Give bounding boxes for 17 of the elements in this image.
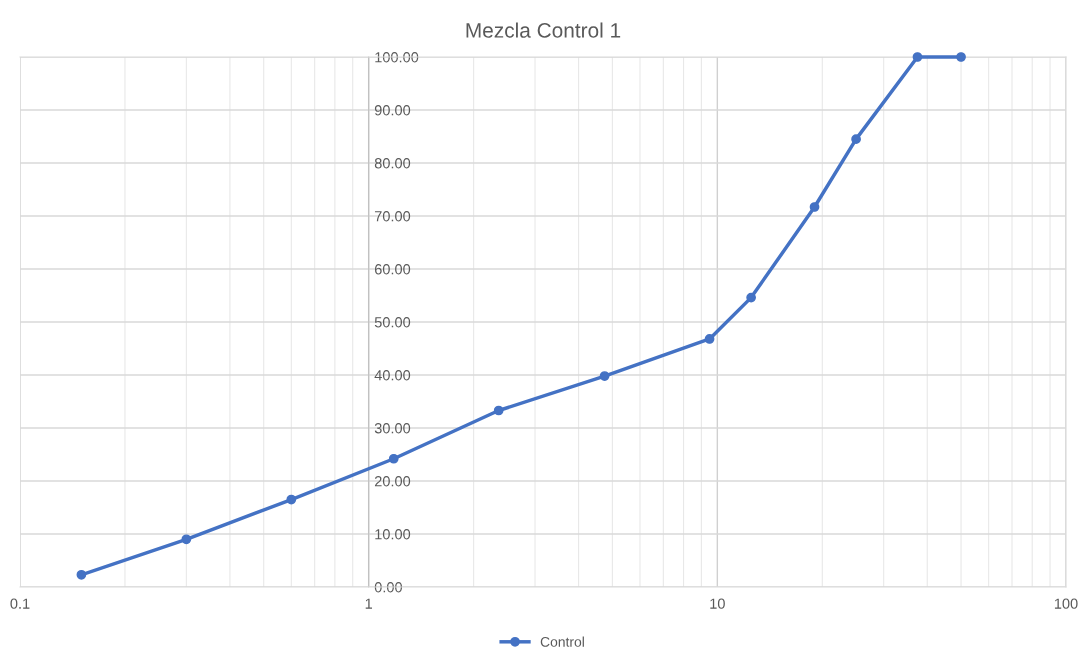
legend-label: Control: [540, 636, 584, 647]
y-tick-label: 40.00: [374, 370, 411, 381]
x-tick-label: 1: [365, 598, 373, 609]
y-tick-label: 100.00: [375, 52, 419, 63]
y-tick-label: 0.00: [374, 582, 403, 593]
chart-title: Mezcla Control 1: [466, 22, 621, 38]
y-tick-label: 30.00: [374, 423, 411, 434]
y-tick-label: 90.00: [374, 105, 411, 116]
y-tick-label: 80.00: [374, 158, 411, 169]
x-tick-label: 0.1: [10, 598, 30, 609]
y-tick-label: 70.00: [374, 211, 411, 222]
y-tick-label: 50.00: [374, 317, 411, 328]
x-tick-label: 10: [710, 598, 725, 609]
x-tick-label: 100: [1054, 598, 1078, 609]
y-tick-label: 60.00: [374, 264, 411, 275]
y-tick-label: 10.00: [375, 529, 411, 540]
y-tick-label: 20.00: [374, 476, 411, 487]
